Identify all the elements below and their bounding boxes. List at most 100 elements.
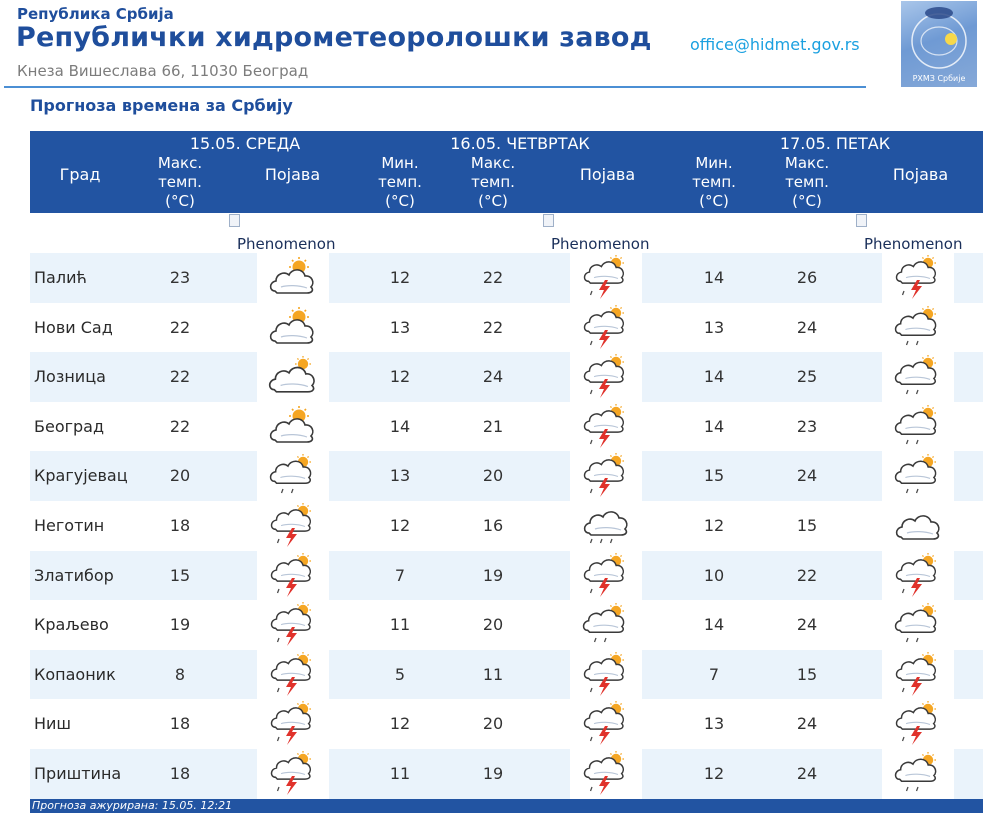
col-d3-phenomenon: Појава (892, 165, 949, 184)
phenomenon-cell (257, 550, 329, 601)
city-name: Крагујевац (34, 466, 128, 486)
city-name: Златибор (34, 565, 114, 585)
thunderstorm-icon (583, 750, 625, 795)
broken-image-icon (856, 214, 867, 227)
thunderstorm-icon (270, 502, 312, 547)
d2-max-temp: 19 (482, 565, 504, 585)
d2-min-temp: 13 (389, 317, 411, 337)
d3-min-temp: 12 (703, 516, 725, 535)
d3-max-temp: 26 (796, 268, 818, 287)
table-row: Приштина 18 11 19 12 24 (30, 749, 983, 799)
d1-max-temp: 22 (169, 317, 191, 337)
col-d2-max: Макс. темп. (°C) (470, 154, 516, 210)
thunderstorm-icon (895, 551, 937, 597)
logo[interactable]: РХМЗ Србије (901, 1, 977, 87)
d3-min-temp: 14 (703, 268, 725, 287)
d2-max-temp: 20 (482, 714, 504, 734)
table-row: Краљево 19 11 20 14 24 (30, 600, 983, 650)
phenomenon-cell (257, 302, 329, 353)
table-row: Ниш 18 12 20 13 24 (30, 699, 983, 749)
phenomenon-cell (882, 600, 954, 650)
d1-max-temp: 15 (169, 565, 191, 585)
thunderstorm-icon (583, 452, 625, 498)
cloudy-showers-icon (894, 404, 937, 445)
phenomenon-cell (257, 600, 329, 650)
col-d2-min: Мин. темп. (°C) (378, 154, 422, 210)
d3-max-temp: 15 (796, 516, 818, 535)
d2-min-temp: 5 (394, 664, 406, 684)
d2-max-temp: 24 (482, 367, 504, 387)
d2-min-temp: 12 (389, 268, 411, 287)
phenomenon-cell (570, 550, 642, 601)
phenomenon-cell (882, 501, 954, 551)
day-title-2: 16.05. ЧЕТВРТАК (450, 134, 590, 153)
partly-cloudy-icon (269, 404, 314, 443)
d3-max-temp: 24 (796, 764, 818, 783)
thunderstorm-icon (583, 651, 625, 696)
phenomenon-cell (570, 501, 642, 551)
table-row: Палић 23 12 22 14 26 (30, 253, 983, 303)
table-row: Неготин 18 12 16 12 15 (30, 501, 983, 551)
city-name: Нови Сад (34, 317, 113, 337)
d3-min-temp: 12 (703, 764, 725, 783)
phenomenon-alt-3: Phenomenon (864, 235, 963, 253)
thunderstorm-icon (583, 700, 625, 746)
phenomenon-cell (257, 749, 329, 799)
thunderstorm-icon (270, 700, 312, 746)
d2-max-temp: 20 (482, 615, 504, 635)
thunderstorm-icon (895, 700, 937, 746)
broken-image-icon (229, 214, 240, 227)
table-row: Крагујевац 20 13 20 15 24 (30, 451, 983, 501)
table-row: Нови Сад 22 13 22 13 24 (30, 302, 983, 353)
thunderstorm-icon (270, 651, 312, 696)
phenomenon-cell (570, 401, 642, 452)
phenomenon-cell (570, 352, 642, 402)
d2-min-temp: 12 (389, 516, 411, 535)
d1-max-temp: 22 (169, 367, 191, 387)
thunderstorm-icon (583, 551, 625, 597)
thunderstorm-icon (895, 254, 937, 299)
d3-max-temp: 24 (796, 317, 818, 337)
partly-cloudy-icon (269, 256, 314, 294)
header-title[interactable]: Републички хидрометеоролошки завод (16, 22, 652, 53)
city-name: Палић (34, 268, 87, 287)
d3-max-temp: 15 (796, 664, 818, 684)
d3-min-temp: 15 (703, 466, 725, 486)
d2-min-temp: 13 (389, 466, 411, 486)
header-divider (4, 86, 866, 88)
phenomenon-cell (882, 749, 954, 799)
phenomenon-cell (570, 451, 642, 501)
email-link[interactable]: office@hidmet.gov.rs (690, 35, 860, 54)
d1-max-temp: 18 (169, 516, 191, 535)
d2-min-temp: 11 (389, 764, 411, 783)
d1-max-temp: 22 (169, 416, 191, 436)
d1-max-temp: 19 (169, 615, 191, 635)
cloudy-showers-icon (894, 751, 937, 792)
thunderstorm-icon (583, 303, 625, 349)
header-small-title: Република Србија (17, 5, 174, 23)
partly-cloudy-icon (269, 305, 314, 344)
d2-min-temp: 7 (394, 565, 406, 585)
d3-max-temp: 25 (796, 367, 818, 387)
thunderstorm-icon (270, 551, 312, 597)
thunderstorm-icon (895, 651, 937, 696)
d3-min-temp: 14 (703, 367, 725, 387)
d3-max-temp: 24 (796, 466, 818, 486)
thunderstorm-icon (270, 601, 312, 647)
d2-min-temp: 12 (389, 714, 411, 734)
thunderstorm-icon (583, 403, 625, 448)
d2-max-temp: 11 (482, 664, 504, 684)
thunderstorm-icon (583, 353, 625, 399)
city-name: Копаоник (34, 664, 116, 684)
col-city: Град (59, 165, 101, 184)
overcast-icon (895, 515, 940, 540)
d2-max-temp: 19 (482, 764, 504, 783)
phenomenon-cell (570, 749, 642, 799)
broken-image-icon (543, 214, 554, 227)
col-d3-min: Мин. темп. (°C) (692, 154, 736, 210)
phenomenon-cell (882, 699, 954, 749)
city-name: Приштина (34, 764, 122, 783)
d1-max-temp: 18 (169, 714, 191, 734)
col-d2-phenomenon: Појава (579, 165, 636, 184)
city-name: Лозница (34, 367, 106, 387)
